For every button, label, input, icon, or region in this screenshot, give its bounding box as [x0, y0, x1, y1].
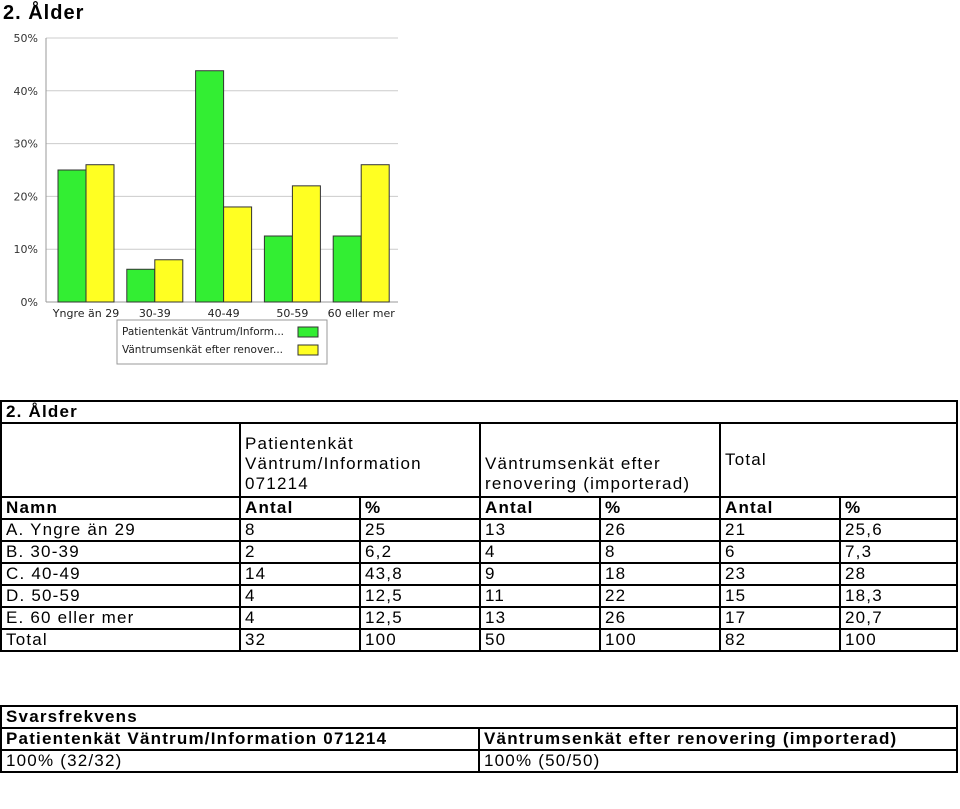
bar-a-0	[57, 169, 87, 303]
cell: 13	[479, 518, 601, 542]
cell: 6	[719, 540, 841, 564]
cell: 13	[479, 606, 601, 630]
legend-label-a: Patientenkät Väntrum/Inform...	[122, 326, 284, 338]
row-label: D. 50-59	[0, 584, 241, 608]
table-row-total: Total 32 100 50 100 82 100	[0, 628, 958, 652]
table-row: B. 30-39 2 6,2 4 8 6 7,3	[0, 540, 958, 564]
x-category-label: 30-39	[139, 307, 171, 320]
row-label: B. 30-39	[0, 540, 241, 564]
x-category-label: Yngre än 29	[52, 307, 119, 320]
cell: 32	[239, 628, 361, 652]
group-header-a: Patientenkät Väntrum/Information 071214	[239, 422, 481, 498]
cell: 6,2	[359, 540, 481, 564]
row-label: C. 40-49	[0, 562, 241, 586]
x-category-label: 60 eller mer	[328, 307, 396, 320]
x-category-label: 40-49	[208, 307, 240, 320]
bar-b-4	[360, 164, 390, 303]
legend-swatch-a	[297, 326, 319, 338]
column-header-row: Namn Antal % Antal % Antal %	[0, 496, 958, 520]
response-rate-table: Svarsfrekvens Patientenkät Väntrum/Infor…	[0, 705, 958, 773]
header-empty	[0, 422, 241, 498]
cell: 18	[599, 562, 721, 586]
col-antal-a: Antal	[239, 496, 361, 520]
cell: 100	[359, 628, 481, 652]
bar-a-3	[263, 235, 293, 303]
cell: 26	[599, 518, 721, 542]
table-title: 2. Ålder	[0, 400, 958, 424]
response-rate-header-b: Väntrumsenkät efter renovering (importer…	[478, 727, 958, 751]
y-tick-label: 30%	[14, 138, 38, 151]
col-namn: Namn	[0, 496, 241, 520]
bar-a-2	[195, 70, 225, 303]
response-rate-title: Svarsfrekvens	[0, 705, 958, 729]
y-tick-label: 10%	[14, 243, 38, 256]
age-table: 2. Ålder Patientenkät Väntrum/Informatio…	[0, 400, 958, 652]
response-rate-value-b: 100% (50/50)	[478, 749, 958, 773]
y-tick-label: 40%	[14, 85, 38, 98]
cell: 2	[239, 540, 361, 564]
cell: 12,5	[359, 584, 481, 608]
cell: 21	[719, 518, 841, 542]
cell: 23	[719, 562, 841, 586]
y-tick-label: 50%	[14, 32, 38, 45]
group-header-b: Väntrumsenkät efter renovering (importer…	[479, 422, 721, 498]
row-label: Total	[0, 628, 241, 652]
cell: 28	[839, 562, 958, 586]
cell: 26	[599, 606, 721, 630]
group-header-total: Total	[719, 422, 958, 498]
row-label: A. Yngre än 29	[0, 518, 241, 542]
cell: 82	[719, 628, 841, 652]
response-rate-value-a: 100% (32/32)	[0, 749, 480, 773]
cell: 100	[839, 628, 958, 652]
col-antal-total: Antal	[719, 496, 841, 520]
y-tick-label: 0%	[21, 296, 38, 309]
legend-swatch-b	[297, 344, 319, 356]
bar-b-3	[291, 185, 321, 303]
col-pct-total: %	[839, 496, 958, 520]
chart-legend: Patientenkät Väntrum/Inform... Väntrumse…	[116, 319, 328, 365]
table-row: C. 40-49 14 43,8 9 18 23 28	[0, 562, 958, 586]
cell: 4	[239, 606, 361, 630]
cell: 43,8	[359, 562, 481, 586]
bar-a-4	[332, 235, 362, 303]
response-rate-header-a: Patientenkät Väntrum/Information 071214	[0, 727, 480, 751]
cell: 50	[479, 628, 601, 652]
cell: 25,6	[839, 518, 958, 542]
page-title: 2. Ålder	[3, 2, 85, 24]
cell: 8	[239, 518, 361, 542]
legend-label-b: Väntrumsenkät efter renover...	[122, 344, 283, 356]
col-pct-b: %	[599, 496, 721, 520]
bar-a-1	[126, 268, 156, 303]
cell: 100	[599, 628, 721, 652]
cell: 4	[479, 540, 601, 564]
cell: 8	[599, 540, 721, 564]
col-antal-b: Antal	[479, 496, 601, 520]
bar-b-1	[154, 259, 184, 303]
table-row: D. 50-59 4 12,5 11 22 15 18,3	[0, 584, 958, 608]
row-label: E. 60 eller mer	[0, 606, 241, 630]
y-tick-label: 20%	[14, 190, 38, 203]
col-pct-a: %	[359, 496, 481, 520]
cell: 14	[239, 562, 361, 586]
cell: 18,3	[839, 584, 958, 608]
cell: 7,3	[839, 540, 958, 564]
cell: 9	[479, 562, 601, 586]
cell: 15	[719, 584, 841, 608]
cell: 17	[719, 606, 841, 630]
cell: 11	[479, 584, 601, 608]
table-row: E. 60 eller mer 4 12,5 13 26 17 20,7	[0, 606, 958, 630]
cell: 4	[239, 584, 361, 608]
cell: 20,7	[839, 606, 958, 630]
bar-b-0	[85, 164, 115, 303]
table-row: A. Yngre än 29 8 25 13 26 21 25,6	[0, 518, 958, 542]
age-bar-chart: 0% 10% 20% 30% 40% 50% Yngre än 29 30-39 40-49 5…	[14, 32, 398, 365]
x-category-label: 50-59	[276, 307, 308, 320]
cell: 22	[599, 584, 721, 608]
bar-b-2	[223, 206, 253, 303]
cell: 25	[359, 518, 481, 542]
cell: 12,5	[359, 606, 481, 630]
